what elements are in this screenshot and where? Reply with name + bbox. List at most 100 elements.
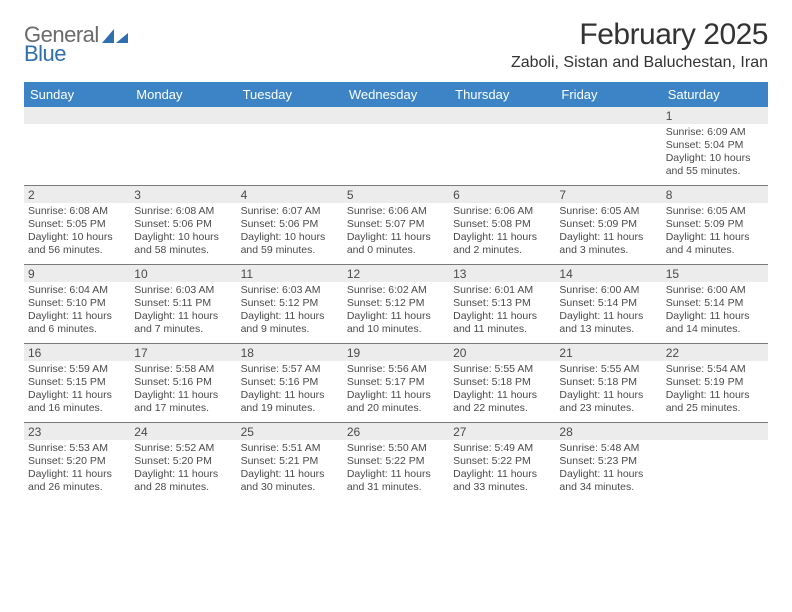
day-sunset: Sunset: 5:16 PM (241, 376, 339, 389)
day-sunset: Sunset: 5:22 PM (453, 455, 551, 468)
day-number: 25 (237, 423, 343, 440)
day-body: Sunrise: 5:52 AMSunset: 5:20 PMDaylight:… (130, 440, 236, 497)
day-cell (343, 107, 449, 185)
day-daylight1: Daylight: 11 hours (453, 389, 551, 402)
day-body: Sunrise: 5:59 AMSunset: 5:15 PMDaylight:… (24, 361, 130, 418)
day-sunrise: Sunrise: 6:01 AM (453, 284, 551, 297)
day-number: 11 (237, 265, 343, 282)
day-cell: 28Sunrise: 5:48 AMSunset: 5:23 PMDayligh… (555, 423, 661, 501)
day-daylight1: Daylight: 10 hours (28, 231, 126, 244)
day-daylight1: Daylight: 11 hours (559, 389, 657, 402)
day-cell: 11Sunrise: 6:03 AMSunset: 5:12 PMDayligh… (237, 265, 343, 343)
day-daylight1: Daylight: 11 hours (666, 231, 764, 244)
day-daylight1: Daylight: 11 hours (134, 310, 232, 323)
day-sunset: Sunset: 5:14 PM (666, 297, 764, 310)
day-sunset: Sunset: 5:05 PM (28, 218, 126, 231)
day-cell (24, 107, 130, 185)
day-daylight2: and 34 minutes. (559, 481, 657, 494)
day-cell: 9Sunrise: 6:04 AMSunset: 5:10 PMDaylight… (24, 265, 130, 343)
dow-friday: Friday (555, 82, 661, 107)
day-sunrise: Sunrise: 6:09 AM (666, 126, 764, 139)
day-daylight2: and 0 minutes. (347, 244, 445, 257)
day-number: 21 (555, 344, 661, 361)
day-sunset: Sunset: 5:09 PM (666, 218, 764, 231)
day-sunset: Sunset: 5:20 PM (28, 455, 126, 468)
day-sunset: Sunset: 5:11 PM (134, 297, 232, 310)
day-cell: 18Sunrise: 5:57 AMSunset: 5:16 PMDayligh… (237, 344, 343, 422)
day-number: 2 (24, 186, 130, 203)
day-daylight1: Daylight: 11 hours (241, 468, 339, 481)
day-number: 12 (343, 265, 449, 282)
day-daylight1: Daylight: 11 hours (28, 389, 126, 402)
day-sunrise: Sunrise: 6:06 AM (453, 205, 551, 218)
day-cell (555, 107, 661, 185)
day-daylight2: and 11 minutes. (453, 323, 551, 336)
day-body: Sunrise: 6:08 AMSunset: 5:05 PMDaylight:… (24, 203, 130, 260)
day-number: 16 (24, 344, 130, 361)
day-number (555, 107, 661, 124)
day-cell: 6Sunrise: 6:06 AMSunset: 5:08 PMDaylight… (449, 186, 555, 264)
brand-word2: Blue (24, 41, 66, 66)
day-number: 13 (449, 265, 555, 282)
day-body: Sunrise: 6:00 AMSunset: 5:14 PMDaylight:… (555, 282, 661, 339)
day-sunrise: Sunrise: 5:49 AM (453, 442, 551, 455)
week-row: 2Sunrise: 6:08 AMSunset: 5:05 PMDaylight… (24, 185, 768, 264)
day-body (237, 124, 343, 128)
day-daylight2: and 20 minutes. (347, 402, 445, 415)
day-body: Sunrise: 5:55 AMSunset: 5:18 PMDaylight:… (449, 361, 555, 418)
day-cell: 1Sunrise: 6:09 AMSunset: 5:04 PMDaylight… (662, 107, 768, 185)
day-sunset: Sunset: 5:09 PM (559, 218, 657, 231)
day-daylight1: Daylight: 10 hours (134, 231, 232, 244)
day-daylight1: Daylight: 10 hours (666, 152, 764, 165)
day-cell (130, 107, 236, 185)
day-daylight1: Daylight: 11 hours (28, 310, 126, 323)
day-daylight1: Daylight: 11 hours (559, 231, 657, 244)
day-sunset: Sunset: 5:18 PM (453, 376, 551, 389)
day-cell: 13Sunrise: 6:01 AMSunset: 5:13 PMDayligh… (449, 265, 555, 343)
day-body (449, 124, 555, 128)
title-block: February 2025 Zaboli, Sistan and Baluche… (511, 18, 768, 72)
day-body: Sunrise: 6:00 AMSunset: 5:14 PMDaylight:… (662, 282, 768, 339)
day-number (343, 107, 449, 124)
day-daylight1: Daylight: 11 hours (347, 389, 445, 402)
day-number: 8 (662, 186, 768, 203)
day-sunrise: Sunrise: 6:00 AM (666, 284, 764, 297)
day-sunrise: Sunrise: 6:08 AM (134, 205, 232, 218)
day-daylight2: and 31 minutes. (347, 481, 445, 494)
day-daylight2: and 33 minutes. (453, 481, 551, 494)
day-body (130, 124, 236, 128)
day-sunset: Sunset: 5:12 PM (241, 297, 339, 310)
day-cell: 7Sunrise: 6:05 AMSunset: 5:09 PMDaylight… (555, 186, 661, 264)
day-body: Sunrise: 6:03 AMSunset: 5:11 PMDaylight:… (130, 282, 236, 339)
day-sunrise: Sunrise: 6:03 AM (134, 284, 232, 297)
day-number: 20 (449, 344, 555, 361)
day-sunrise: Sunrise: 6:07 AM (241, 205, 339, 218)
day-number: 4 (237, 186, 343, 203)
day-sunset: Sunset: 5:12 PM (347, 297, 445, 310)
day-sunset: Sunset: 5:04 PM (666, 139, 764, 152)
day-daylight2: and 9 minutes. (241, 323, 339, 336)
day-body: Sunrise: 5:57 AMSunset: 5:16 PMDaylight:… (237, 361, 343, 418)
day-sunset: Sunset: 5:16 PM (134, 376, 232, 389)
day-daylight2: and 23 minutes. (559, 402, 657, 415)
day-cell: 24Sunrise: 5:52 AMSunset: 5:20 PMDayligh… (130, 423, 236, 501)
day-daylight1: Daylight: 11 hours (453, 468, 551, 481)
dow-saturday: Saturday (662, 82, 768, 107)
day-body (555, 124, 661, 128)
day-sunrise: Sunrise: 5:53 AM (28, 442, 126, 455)
day-daylight2: and 3 minutes. (559, 244, 657, 257)
day-sunset: Sunset: 5:08 PM (453, 218, 551, 231)
day-sunset: Sunset: 5:06 PM (241, 218, 339, 231)
day-sunset: Sunset: 5:14 PM (559, 297, 657, 310)
day-of-week-header: Sunday Monday Tuesday Wednesday Thursday… (24, 82, 768, 107)
day-cell: 16Sunrise: 5:59 AMSunset: 5:15 PMDayligh… (24, 344, 130, 422)
day-sunset: Sunset: 5:22 PM (347, 455, 445, 468)
day-cell: 12Sunrise: 6:02 AMSunset: 5:12 PMDayligh… (343, 265, 449, 343)
day-body: Sunrise: 6:04 AMSunset: 5:10 PMDaylight:… (24, 282, 130, 339)
day-number: 17 (130, 344, 236, 361)
week-row: 23Sunrise: 5:53 AMSunset: 5:20 PMDayligh… (24, 422, 768, 501)
calendar-grid: Sunday Monday Tuesday Wednesday Thursday… (24, 82, 768, 501)
day-body: Sunrise: 5:58 AMSunset: 5:16 PMDaylight:… (130, 361, 236, 418)
week-row: 16Sunrise: 5:59 AMSunset: 5:15 PMDayligh… (24, 343, 768, 422)
day-daylight1: Daylight: 11 hours (241, 389, 339, 402)
